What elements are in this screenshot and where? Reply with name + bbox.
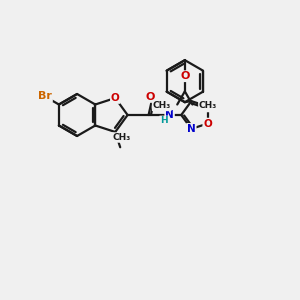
- Text: N: N: [165, 110, 174, 120]
- Text: CH₃: CH₃: [112, 133, 131, 142]
- Text: N: N: [187, 124, 196, 134]
- Text: O: O: [146, 92, 155, 102]
- Text: Br: Br: [38, 92, 52, 101]
- Text: O: O: [203, 118, 212, 129]
- Text: N: N: [203, 101, 212, 111]
- Text: O: O: [180, 71, 190, 81]
- Text: CH₃: CH₃: [199, 101, 217, 110]
- Text: H: H: [160, 116, 168, 125]
- Text: O: O: [111, 93, 120, 103]
- Text: CH₃: CH₃: [153, 101, 171, 110]
